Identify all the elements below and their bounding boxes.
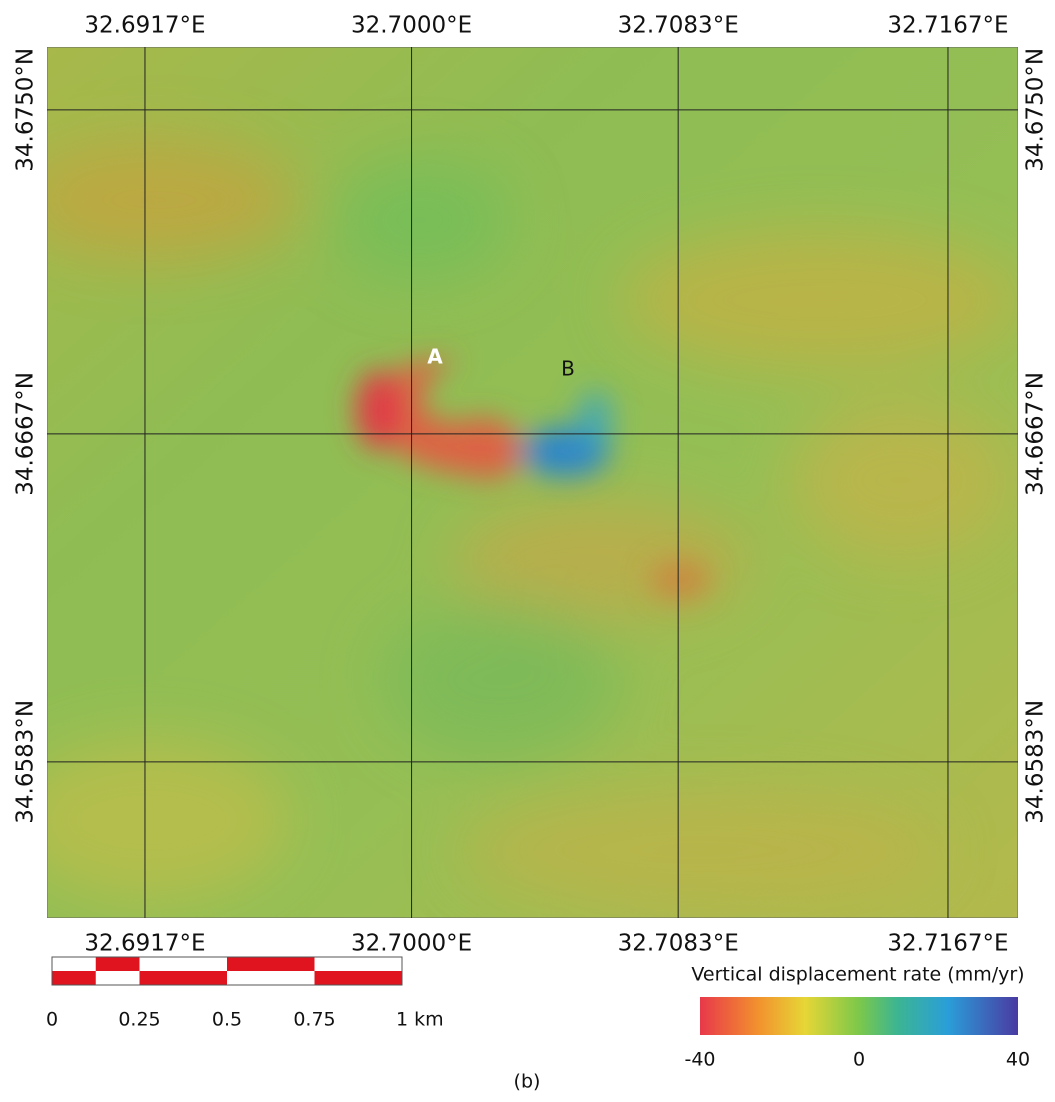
lon-label: 32.6917°E (84, 13, 205, 39)
scale-label: 0.25 (118, 1009, 160, 1031)
lat-label: 34.6667°N (13, 372, 39, 496)
scale-label: 1 km (396, 1009, 444, 1031)
annotation: A (427, 345, 443, 369)
lat-label: 34.6750°N (13, 48, 39, 172)
displacement-map (10, 47, 1020, 918)
scale-bar (52, 957, 402, 985)
scale-label: 0.5 (212, 1009, 242, 1031)
colorbar-title: Vertical displacement rate (mm/yr) (691, 964, 1024, 986)
figure: A B Vertical displacement rate (mm/yr) (… (0, 0, 1055, 1102)
caption: (b) (514, 1071, 541, 1093)
lat-label: 34.6583°N (1023, 700, 1049, 824)
annotation: B (561, 357, 575, 381)
colorbar-tick-label: 0 (853, 1049, 865, 1071)
lon-label: 32.7083°E (618, 931, 739, 957)
lat-label: 34.6750°N (1023, 48, 1049, 172)
colorbar-tick-label: 40 (1006, 1049, 1030, 1071)
lon-label: 32.7167°E (887, 13, 1008, 39)
colorbar-tick-label: -40 (684, 1049, 715, 1071)
scale-label: 0.75 (293, 1009, 335, 1031)
lat-label: 34.6667°N (1023, 372, 1049, 496)
lon-label: 32.7000°E (351, 13, 472, 39)
lon-label: 32.6917°E (84, 931, 205, 957)
lon-label: 32.7083°E (618, 13, 739, 39)
scale-label: 0 (46, 1009, 58, 1031)
lon-label: 32.7167°E (887, 931, 1008, 957)
lon-label: 32.7000°E (351, 931, 472, 957)
colorbar (700, 997, 1018, 1035)
lat-label: 34.6583°N (13, 700, 39, 824)
